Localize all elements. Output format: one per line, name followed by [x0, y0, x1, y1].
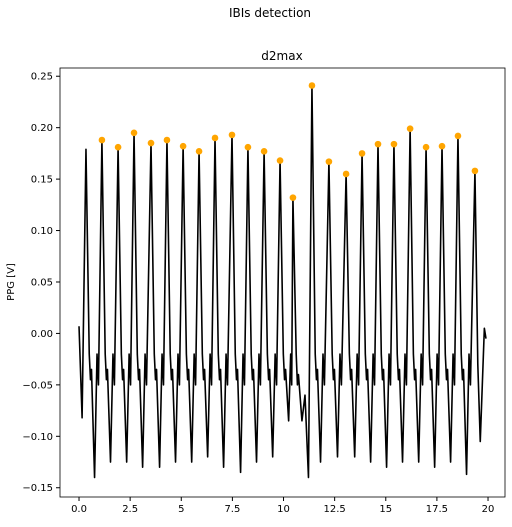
peak-marker — [325, 158, 333, 165]
peak-marker — [244, 143, 252, 151]
peak-marker — [211, 134, 219, 142]
suptitle: IBIs detection — [229, 6, 311, 20]
y-tick-label: −0.15 — [22, 483, 53, 494]
peak-marker — [114, 143, 122, 151]
y-tick-label: −0.05 — [22, 380, 53, 391]
x-tick-label: 20 — [482, 504, 495, 515]
x-tick-label: 15 — [379, 504, 392, 515]
chart-title: d2max — [261, 49, 302, 63]
peak-marker — [289, 194, 297, 201]
peak-marker — [471, 167, 479, 175]
peak-marker — [422, 143, 430, 151]
x-tick-label: 2.5 — [122, 504, 138, 515]
ppg-line — [78, 84, 487, 479]
y-tick-label: 0.15 — [31, 175, 53, 186]
y-tick-label: 0.25 — [31, 72, 53, 83]
peak-marker — [195, 148, 203, 155]
peak-marker — [260, 148, 268, 155]
y-tick-label: 0.20 — [31, 123, 53, 134]
y-tick-label: 0.00 — [31, 329, 53, 340]
peak-marker — [308, 82, 316, 89]
peak-marker — [179, 142, 187, 150]
peak-marker — [358, 150, 366, 157]
peak-marker — [276, 157, 284, 164]
peak-marker — [342, 170, 350, 178]
peak-marker — [438, 142, 446, 150]
x-tick-label: 5 — [178, 504, 184, 515]
x-tick-label: 10 — [277, 504, 290, 515]
peak-marker — [406, 125, 414, 132]
x-tick-label: 0.0 — [71, 504, 87, 515]
x-tick-label: 7.5 — [224, 504, 240, 515]
peak-marker — [163, 136, 171, 144]
peak-marker — [147, 139, 155, 147]
peak-marker — [228, 131, 236, 139]
x-tick-label: 12.5 — [324, 504, 346, 515]
peak-marker — [390, 140, 398, 148]
y-axis-label: PPG [V] — [6, 263, 17, 301]
y-tick-label: 0.10 — [31, 226, 53, 237]
peak-marker — [374, 140, 382, 148]
peak-marker — [130, 129, 138, 137]
peak-marker — [98, 136, 106, 144]
plot-frame — [59, 67, 506, 498]
y-tick-label: −0.10 — [22, 432, 53, 443]
x-tick-label: 17.5 — [426, 504, 448, 515]
peak-marker — [454, 132, 462, 140]
y-tick-label: 0.05 — [31, 277, 53, 288]
